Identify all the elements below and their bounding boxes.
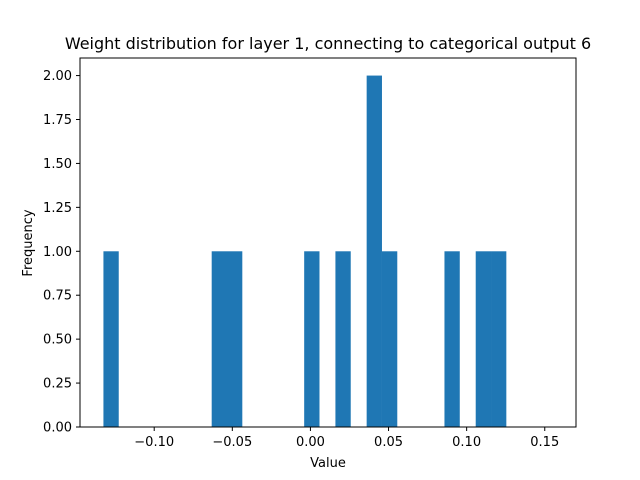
x-axis-ticks: −0.10 −0.05 0.00 0.05 0.10 0.15	[134, 427, 559, 450]
histogram-bar-1	[211, 251, 227, 427]
histogram-bar-2	[227, 251, 243, 427]
histogram-bar-9	[491, 251, 507, 427]
x-tick-label: −0.10	[134, 435, 174, 450]
histogram-bar-7	[444, 251, 460, 427]
y-tick-label: 0.50	[43, 333, 72, 348]
histogram-bar-4	[335, 251, 351, 427]
y-tick-label: 2.00	[43, 69, 72, 84]
histogram-bar-5	[366, 75, 382, 427]
x-tick-label: 0.05	[374, 435, 403, 450]
x-axis-label: Value	[310, 456, 346, 471]
y-tick-label: 0.25	[43, 377, 72, 392]
histogram-bar-6	[381, 251, 398, 427]
y-tick-label: 1.75	[43, 113, 72, 128]
x-tick-label: 0.10	[452, 435, 481, 450]
y-tick-label: 0.75	[43, 289, 72, 304]
histogram-bar-0	[103, 251, 119, 427]
bars-group	[103, 75, 507, 427]
y-tick-label: 1.00	[43, 245, 72, 260]
histogram-bar-8	[475, 251, 492, 427]
y-tick-label: 0.00	[43, 421, 72, 436]
x-tick-label: −0.05	[212, 435, 252, 450]
y-axis-label: Frequency	[21, 209, 36, 276]
y-tick-label: 1.25	[43, 201, 72, 216]
y-tick-label: 1.50	[43, 157, 72, 172]
histogram-bar-3	[304, 251, 320, 427]
x-tick-label: 0.00	[296, 435, 325, 450]
x-tick-label: 0.15	[530, 435, 559, 450]
y-axis-ticks: 0.00 0.25 0.50 0.75 1.00 1.25 1.50 1.75 2.00	[43, 69, 80, 436]
chart-title: Weight distribution for layer 1, connect…	[65, 34, 591, 53]
plot-frame	[79, 57, 577, 428]
